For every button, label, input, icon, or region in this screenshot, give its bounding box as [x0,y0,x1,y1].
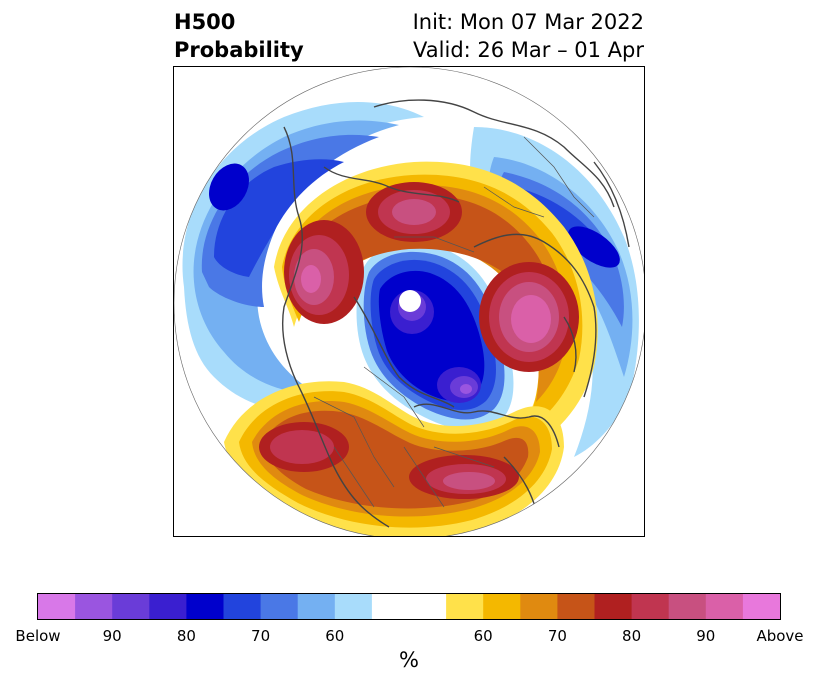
colorbar-segment [297,594,336,619]
probability-map [173,66,645,537]
colorbar-segment [260,594,299,619]
colorbar-segment [520,594,558,619]
title-product: Probability [174,38,304,62]
title-variable: H500 [174,10,236,34]
colorbar-tick-label: 60 [325,627,345,645]
colorbar-tick-label: 90 [102,627,122,645]
colorbar [37,593,781,620]
anomaly-field [182,99,639,536]
colorbar-segment [594,594,633,619]
coastlines [281,99,630,528]
colorbar-tick-label: 80 [622,627,642,645]
colorbar-segment [483,594,521,619]
colorbar-segment [112,594,150,619]
colorbar-segment [557,594,595,619]
colorbar-tick-label: 60 [473,627,493,645]
chart-title-right: Init: Mon 07 Mar 2022 Valid: 26 Mar – 01… [413,8,644,64]
colorbar-segment [668,594,707,619]
colorbar-unit-label: % [399,648,419,672]
colorbar-segment [409,594,447,619]
colorbar-segment [149,594,187,619]
colorbar-segment [705,594,744,619]
colorbar-segment [371,594,410,619]
colorbar-segment [186,594,224,619]
colorbar-tick-label: 90 [696,627,716,645]
colorbar-tick-label: 70 [251,627,271,645]
probability-map-svg [174,67,644,536]
colorbar-svg [38,594,780,619]
colorbar-tick-label: 70 [547,627,567,645]
title-init-date: Init: Mon 07 Mar 2022 [412,10,644,34]
colorbar-tick-label: 80 [176,627,196,645]
colorbar-segment [75,594,113,619]
colorbar-segment [631,594,670,619]
title-valid-range: Valid: 26 Mar – 01 Apr [413,38,644,62]
colorbar-segment [223,594,262,619]
colorbar-segment [334,594,373,619]
country-borders [313,136,595,508]
colorbar-segment [446,594,484,619]
colorbar-tick-label: Above [756,627,804,645]
colorbar-tick-label: Below [15,627,61,645]
chart-title-left: H500 Probability [174,8,304,64]
colorbar-segment [742,594,780,619]
colorbar-segment [38,594,76,619]
